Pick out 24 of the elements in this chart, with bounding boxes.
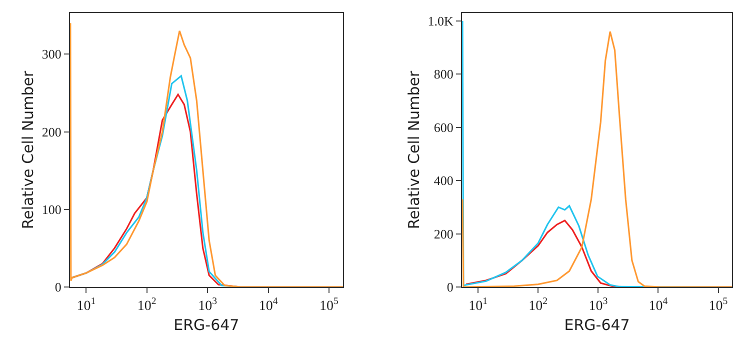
x-tick-label: 10$^{2}$ — [528, 296, 548, 314]
x-axis-title: ERG-647 — [174, 316, 240, 334]
y-tick-label: 600 — [434, 120, 454, 135]
y-tick-label: 800 — [434, 66, 454, 82]
x-tick-label: 10$^{2}$ — [137, 296, 156, 314]
y-tick-label: 400 — [434, 173, 454, 188]
y-tick-label: 0 — [446, 280, 454, 295]
x-tick-label: 10$^{5}$ — [320, 296, 339, 314]
x-tick-label: 10$^{4}$ — [648, 296, 668, 314]
x-tick-label: 10$^{5}$ — [708, 296, 728, 314]
y-tick-label: 1.0K — [428, 14, 454, 29]
x-tick-label: 10$^{1}$ — [468, 296, 488, 314]
y-axis-title: Relative Cell Number — [19, 70, 38, 230]
x-tick-label: 10$^{1}$ — [76, 296, 96, 314]
y-tick-label: 100 — [42, 202, 62, 217]
x-axis-title: ERG-647 — [564, 316, 630, 334]
y-tick-label: 200 — [434, 226, 454, 242]
x-tick-label: 10$^{3}$ — [588, 296, 608, 314]
y-axis-title: Relative Cell Number — [405, 70, 424, 230]
y-tick-label: 300 — [42, 46, 62, 62]
y-tick-label: 0 — [54, 280, 62, 295]
y-tick-label: 200 — [42, 124, 62, 140]
x-tick-label: 10$^{4}$ — [258, 296, 278, 314]
x-tick-label: 10$^{3}$ — [198, 296, 218, 314]
